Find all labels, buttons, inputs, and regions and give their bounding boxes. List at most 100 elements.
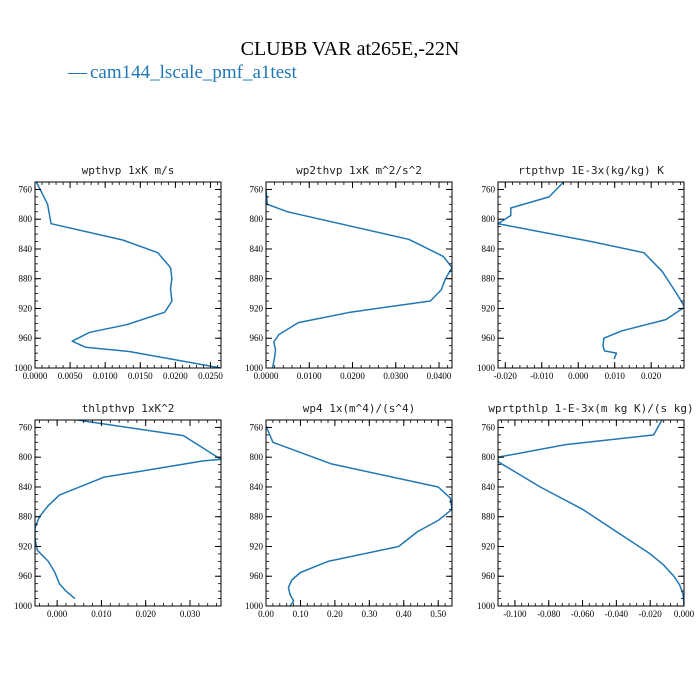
legend: — cam144_lscale_pmf_a1test — [67, 62, 298, 83]
y-tick-label: 800 — [250, 214, 264, 224]
y-tick-label: 800 — [19, 452, 33, 462]
panel-title: wprtpthlp 1-E-3x(m kg K)/(s kg) — [488, 402, 693, 415]
x-tick-label: 0.0250 — [198, 371, 223, 381]
series-line — [498, 420, 684, 606]
x-tick-label: -0.040 — [605, 609, 629, 619]
y-tick-label: 760 — [482, 184, 496, 194]
figure-title: CLUBB VAR at265E,-22N — [241, 38, 460, 60]
panel-title: wp2thvp 1xK m^2/s^2 — [296, 164, 422, 177]
y-tick-label: 880 — [250, 274, 264, 284]
y-tick-label: 760 — [19, 422, 33, 432]
x-tick-label: 0.0150 — [128, 371, 153, 381]
legend-label: cam144_lscale_pmf_a1test — [90, 62, 298, 83]
y-tick-label: 760 — [482, 422, 496, 432]
x-tick-label: -0.010 — [530, 371, 554, 381]
x-tick-label: -0.020 — [494, 371, 518, 381]
y-tick-label: 960 — [250, 571, 264, 581]
x-tick-label: 0.000 — [674, 609, 695, 619]
x-tick-label: 0.0050 — [58, 371, 83, 381]
x-tick-label: 0.20 — [327, 609, 343, 619]
panel-title: wpthvp 1xK m/s — [82, 164, 175, 177]
y-tick-label: 960 — [250, 333, 264, 343]
panel-5: wp4 1x(m^4)/(s^4) 0.00 0.10 0.20 0.30 0.40 0.5… — [245, 402, 453, 619]
y-tick-label: 800 — [19, 214, 33, 224]
x-tick-label: 0.40 — [396, 609, 412, 619]
y-tick-label: 920 — [250, 303, 264, 313]
y-tick-label: 760 — [250, 422, 264, 432]
panel-title: rtpthvp 1E-3x(kg/kg) K — [518, 164, 664, 177]
panel-1: wpthvp 1xK m/s 0.0000 0.0050 0.0100 0.0150 0.… — [14, 164, 223, 381]
y-tick-label: 1000 — [477, 601, 496, 611]
plot-frame — [34, 419, 222, 607]
y-tick-label: 840 — [19, 482, 33, 492]
y-tick-label: 840 — [250, 244, 264, 254]
plot-frame — [265, 419, 453, 607]
panel-title: wp4 1x(m^4)/(s^4) — [303, 402, 416, 415]
series-line — [35, 420, 221, 600]
y-tick-label: 960 — [19, 571, 33, 581]
x-tick-label: 0.0200 — [163, 371, 188, 381]
panel-6: wprtpthlp 1-E-3x(m kg K)/(s kg) -0.100 -0.… — [477, 402, 695, 619]
y-tick-label: 1000 — [477, 363, 496, 373]
series-line — [266, 189, 452, 368]
x-tick-label: 0.0200 — [340, 371, 365, 381]
y-tick-label: 840 — [19, 244, 33, 254]
series-line — [498, 182, 684, 360]
panel-3: rtpthvp 1E-3x(kg/kg) K -0.020 -0.010 0.000 0… — [477, 164, 685, 381]
x-tick-label: -0.080 — [537, 609, 561, 619]
x-tick-label: 0.0100 — [297, 371, 322, 381]
x-tick-label: 0.50 — [430, 609, 446, 619]
x-tick-label: 0.00 — [258, 609, 274, 619]
x-tick-label: 0.0400 — [427, 371, 452, 381]
y-tick-label: 760 — [250, 184, 264, 194]
x-tick-label: 0.0000 — [254, 371, 279, 381]
x-tick-label: 0.030 — [180, 609, 201, 619]
plot-frame — [497, 419, 685, 607]
plot-frame — [497, 181, 685, 369]
y-tick-label: 840 — [482, 244, 496, 254]
x-tick-label: 0.010 — [91, 609, 112, 619]
legend-dash: — — [67, 62, 88, 83]
x-tick-label: 0.000 — [568, 371, 589, 381]
x-tick-label: 0.0300 — [383, 371, 408, 381]
x-tick-label: 0.30 — [361, 609, 377, 619]
y-tick-label: 880 — [250, 512, 264, 522]
y-tick-label: 1000 — [245, 363, 264, 373]
y-tick-label: 960 — [482, 571, 496, 581]
x-tick-label: 0.020 — [136, 609, 157, 619]
x-tick-label: 0.000 — [47, 609, 68, 619]
y-tick-label: 920 — [19, 541, 33, 551]
y-tick-label: 880 — [19, 512, 33, 522]
panels: wpthvp 1xK m/s 0.0000 0.0050 0.0100 0.0150 0.… — [14, 164, 695, 619]
plot-frame — [34, 181, 222, 369]
y-tick-label: 920 — [250, 541, 264, 551]
x-tick-label: 0.020 — [641, 371, 662, 381]
panel-4: thlpthvp 1xK^2 0.000 0.010 0.020 0.030 760 800… — [14, 402, 222, 619]
y-tick-label: 960 — [19, 333, 33, 343]
y-tick-label: 800 — [250, 452, 264, 462]
y-tick-label: 880 — [19, 274, 33, 284]
y-tick-label: 1000 — [14, 363, 33, 373]
x-tick-label: -0.060 — [571, 609, 595, 619]
y-tick-label: 960 — [482, 333, 496, 343]
y-tick-label: 840 — [250, 482, 264, 492]
x-tick-label: -0.100 — [503, 609, 527, 619]
y-tick-label: 840 — [482, 482, 496, 492]
y-tick-label: 880 — [482, 512, 496, 522]
plot-frame — [265, 181, 453, 369]
panel-2: wp2thvp 1xK m^2/s^2 0.0000 0.0100 0.0200 0.0… — [245, 164, 453, 381]
x-tick-label: 0.010 — [605, 371, 626, 381]
y-tick-label: 920 — [482, 303, 496, 313]
x-tick-label: -0.020 — [639, 609, 663, 619]
series-line — [266, 425, 452, 606]
y-tick-label: 920 — [482, 541, 496, 551]
x-tick-label: 0.10 — [293, 609, 309, 619]
y-tick-label: 1000 — [14, 601, 33, 611]
y-tick-label: 760 — [19, 184, 33, 194]
y-tick-label: 880 — [482, 274, 496, 284]
y-tick-label: 800 — [482, 452, 496, 462]
x-tick-label: 0.0000 — [23, 371, 48, 381]
y-tick-label: 1000 — [245, 601, 264, 611]
panel-title: thlpthvp 1xK^2 — [82, 402, 175, 415]
